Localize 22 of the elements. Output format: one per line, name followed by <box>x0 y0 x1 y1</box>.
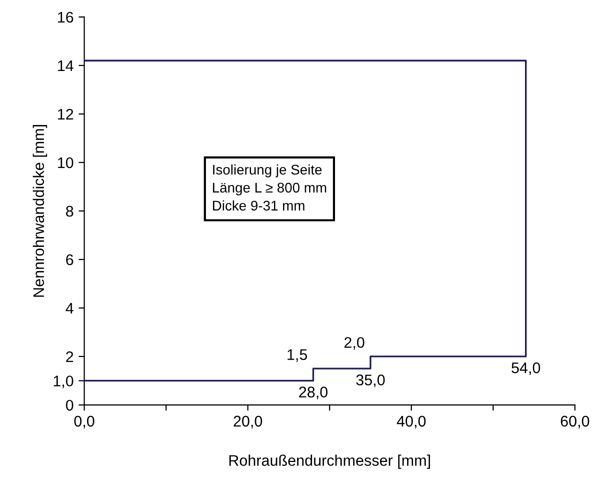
x-tick-label: 0,0 <box>74 416 94 428</box>
annotation: 28,0 <box>299 386 328 400</box>
x-axis-title: Rohraußendurchmesser [mm] <box>229 454 430 469</box>
y-tick-label: 6 <box>66 254 74 266</box>
x-tick-label: 20,0 <box>234 416 262 428</box>
x-tick-label: 40,0 <box>396 416 426 428</box>
y-tick-label: 14 <box>58 60 74 72</box>
y-tick-label: 12 <box>58 108 74 120</box>
y-tick-label: 8 <box>66 206 74 217</box>
y-tick-label: 10 <box>58 157 74 168</box>
x-tick-label: 60,0 <box>560 416 590 428</box>
y-tick-label: 2 <box>66 351 74 362</box>
y-tick-label: 16 <box>58 12 74 23</box>
annotation: 1,5 <box>288 349 308 362</box>
annotation: 54,0 <box>512 362 540 376</box>
annotation: Isolierung je Seite Länge L ≥ 800 mm Dicke 9-31 mm <box>212 164 326 211</box>
annotation: 35,0 <box>356 374 385 388</box>
y-tick-label: 1,0 <box>54 376 74 388</box>
y-tick-label: 4 <box>66 303 74 314</box>
y-axis-title: Nennrohrwanddicke [mm] <box>32 125 48 297</box>
annotation: 2,0 <box>344 337 364 350</box>
y-tick-label: 0 <box>66 400 74 411</box>
